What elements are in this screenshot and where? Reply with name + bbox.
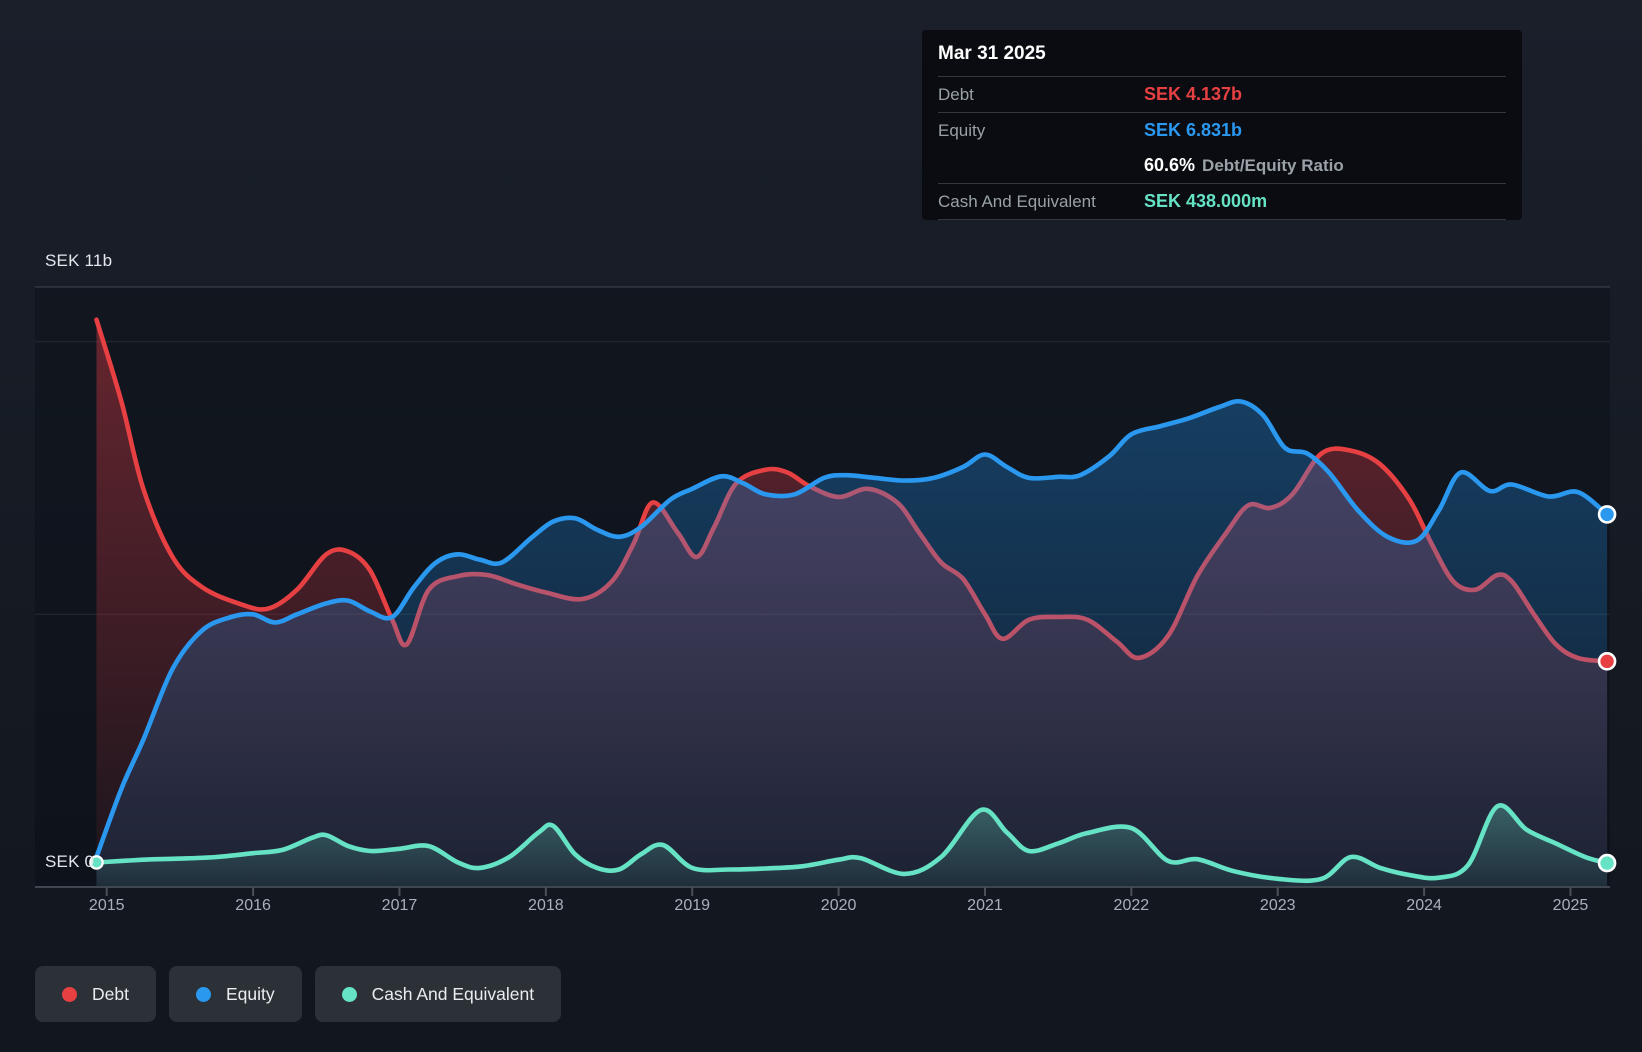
legend-cash-label: Cash And Equivalent — [372, 984, 534, 1005]
debt-equity-history-chart: SEK 11b SEK 0 2015 2016 2017 2018 2019 2020 20… — [0, 0, 1642, 1052]
y-axis-max-label: SEK 11b — [45, 251, 112, 271]
x-axis-label-2025: 2025 — [1553, 897, 1589, 915]
tooltip-row-debt: Debt SEK 4.137b — [938, 77, 1506, 113]
x-axis-label-2022: 2022 — [1114, 897, 1150, 915]
tooltip-equity-label: Equity — [938, 121, 1144, 141]
tooltip-row-ratio: 60.6% Debt/Equity Ratio — [938, 148, 1506, 184]
equity-series-dot-icon — [196, 987, 211, 1002]
equity-end-marker[interactable] — [1599, 506, 1615, 522]
y-axis-zero-label: SEK 0 — [45, 852, 94, 872]
x-axis-label-2018: 2018 — [528, 897, 564, 915]
x-axis-label-2023: 2023 — [1260, 897, 1296, 915]
tooltip-row-cash: Cash And Equivalent SEK 438.000m — [938, 184, 1506, 220]
tooltip-cash-label: Cash And Equivalent — [938, 192, 1144, 212]
legend-item-debt[interactable]: Debt — [35, 966, 156, 1022]
tooltip-ratio-label: Debt/Equity Ratio — [1202, 156, 1344, 176]
legend-item-cash[interactable]: Cash And Equivalent — [315, 966, 561, 1022]
tooltip-row-equity: Equity SEK 6.831b — [938, 113, 1506, 148]
x-axis-label-2017: 2017 — [382, 897, 418, 915]
legend-item-equity[interactable]: Equity — [169, 966, 302, 1022]
chart-tooltip: Mar 31 2025 Debt SEK 4.137b Equity SEK 6… — [922, 30, 1522, 220]
tooltip-debt-label: Debt — [938, 85, 1144, 105]
tooltip-date: Mar 31 2025 — [938, 30, 1506, 77]
tooltip-equity-value: SEK 6.831b — [1144, 120, 1242, 141]
chart-legend: Debt Equity Cash And Equivalent — [35, 966, 561, 1022]
legend-debt-label: Debt — [92, 984, 129, 1005]
tooltip-debt-value: SEK 4.137b — [1144, 84, 1242, 105]
tooltip-ratio-value: 60.6% — [1144, 155, 1195, 176]
x-axis-label-2021: 2021 — [967, 897, 1003, 915]
x-axis-label-2024: 2024 — [1406, 897, 1442, 915]
legend-equity-label: Equity — [226, 984, 275, 1005]
x-axis-label-2020: 2020 — [821, 897, 857, 915]
tooltip-cash-value: SEK 438.000m — [1144, 191, 1267, 212]
cash-series-dot-icon — [342, 987, 357, 1002]
x-axis-label-2019: 2019 — [674, 897, 710, 915]
x-axis-label-2016: 2016 — [235, 897, 271, 915]
debt-end-marker[interactable] — [1599, 653, 1615, 669]
cash-and-equivalent-end-marker[interactable] — [1599, 855, 1615, 871]
debt-series-dot-icon — [62, 987, 77, 1002]
x-axis-label-2015: 2015 — [89, 897, 125, 915]
